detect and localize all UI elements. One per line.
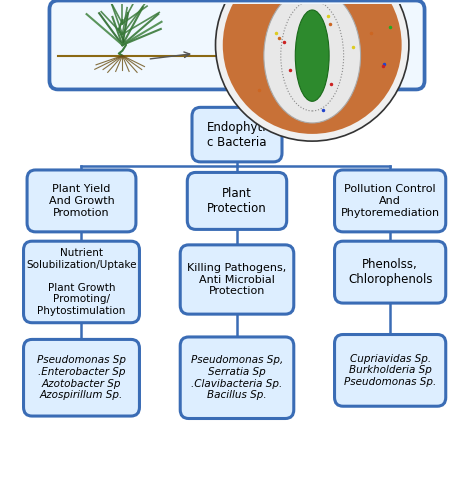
FancyBboxPatch shape	[192, 107, 282, 162]
FancyBboxPatch shape	[187, 172, 287, 230]
FancyBboxPatch shape	[335, 170, 446, 232]
FancyBboxPatch shape	[335, 334, 446, 406]
Ellipse shape	[216, 0, 409, 141]
Ellipse shape	[264, 0, 361, 123]
FancyBboxPatch shape	[180, 337, 294, 418]
FancyBboxPatch shape	[180, 245, 294, 314]
Text: Plant
Protection: Plant Protection	[207, 187, 267, 215]
Ellipse shape	[223, 0, 401, 134]
Text: Pseudomonas Sp
.Enterobacter Sp
Azotobacter Sp
Azospirillum Sp.: Pseudomonas Sp .Enterobacter Sp Azotobac…	[37, 355, 126, 400]
FancyBboxPatch shape	[24, 241, 139, 323]
Text: Killing Pathogens,
Anti Microbial
Protection: Killing Pathogens, Anti Microbial Protec…	[187, 263, 287, 296]
Text: Pollution Control
And
Phytoremediation: Pollution Control And Phytoremediation	[341, 184, 440, 218]
FancyBboxPatch shape	[335, 241, 446, 303]
Text: Plant Yield
And Growth
Promotion: Plant Yield And Growth Promotion	[49, 184, 114, 218]
FancyBboxPatch shape	[49, 0, 425, 89]
Text: Cupriavidas Sp.
Burkholderia Sp
Pseudomonas Sp.: Cupriavidas Sp. Burkholderia Sp Pseudomo…	[344, 354, 436, 387]
FancyBboxPatch shape	[27, 170, 136, 232]
Text: Endophyti
c Bacteria: Endophyti c Bacteria	[207, 121, 267, 149]
FancyBboxPatch shape	[24, 339, 139, 416]
Text: Pseudomonas Sp,
Serratia Sp
.Clavibacteria Sp.
Bacillus Sp.: Pseudomonas Sp, Serratia Sp .Clavibacter…	[191, 355, 283, 400]
Text: Phenolss,
Chlorophenols: Phenolss, Chlorophenols	[348, 258, 432, 286]
Ellipse shape	[295, 10, 329, 101]
Text: Nutrient
Solubilization/Uptake

Plant Growth
Promoting/
Phytostimulation: Nutrient Solubilization/Uptake Plant Gro…	[26, 248, 137, 316]
